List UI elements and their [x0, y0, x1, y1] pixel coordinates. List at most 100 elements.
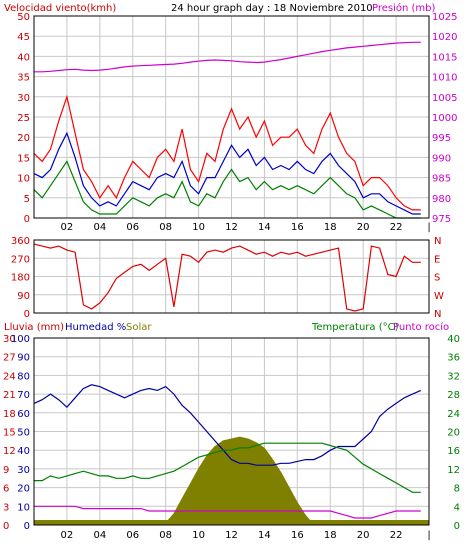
rain-series-area: [34, 520, 429, 525]
pressure-ytick-8: 1015: [432, 52, 457, 63]
humidity-ytick-8: 80: [17, 371, 30, 382]
dewpoint-series-line: [34, 505, 421, 519]
temperature-ytick-3: 12: [447, 465, 460, 476]
wind-ytick-10: 50: [17, 12, 30, 23]
pressure-ytick-5: 1000: [432, 113, 457, 124]
rain-ylabel: Lluvia (mm): [4, 322, 64, 333]
humidity-xtick-2: 06: [126, 530, 139, 541]
humidity-ytick-4: 40: [17, 446, 30, 457]
pressure-ytick-7: 1010: [432, 73, 457, 84]
wind-xtick-4: 10: [192, 222, 205, 233]
wind-ytick-4: 20: [17, 133, 30, 144]
humidity-xtick-10: 22: [390, 530, 403, 541]
temperature-ytick-8: 32: [447, 371, 460, 382]
rain-ytick-0: 0: [3, 521, 9, 532]
pressure-ytick-6: 1005: [432, 93, 457, 104]
wind-ytick-8: 40: [17, 52, 30, 63]
wind-y2label: Presión (mb): [372, 2, 436, 14]
temperature-ytick-2: 8: [454, 484, 460, 495]
rain-ytick-4: 12: [3, 446, 16, 457]
wind-xtick-10: 22: [390, 222, 403, 233]
temperature-series-line: [34, 442, 421, 493]
rain-ytick-1: 3: [3, 502, 9, 513]
dewpoint-ylabel: Punto rocío: [393, 321, 449, 333]
wind-xtick-6: 14: [258, 222, 271, 233]
temperature-ytick-6: 24: [447, 409, 460, 420]
temperature-ylabel: Temperatura (°C): [311, 322, 399, 333]
wind-xtick-2: 06: [126, 222, 139, 233]
pressure-series-line: [34, 41, 421, 73]
wind-xtick-9: 20: [357, 222, 370, 233]
wind-xtick-0: 02: [61, 222, 74, 233]
wind-ytick-1: 5: [24, 194, 30, 205]
humidity-xtick-0: 02: [61, 530, 74, 541]
humidity-xtick-4: 10: [192, 530, 205, 541]
rain-ytick-3: 9: [3, 465, 9, 476]
rain-ytick-5: 15: [3, 428, 16, 439]
pressure-ytick-1: 980: [432, 194, 451, 205]
wind-xtick-8: 18: [324, 222, 337, 233]
wind-ytick-5: 25: [17, 113, 30, 124]
humidity-ytick-7: 70: [17, 390, 30, 401]
humidity-series-line: [33, 384, 422, 466]
direction-ytick-1: 90: [17, 291, 30, 302]
wind-avg-series-line: [33, 131, 421, 215]
humidity-ytick-6: 60: [17, 409, 30, 420]
wind-xtick-1: 04: [93, 222, 106, 233]
wind-ytick-3: 15: [17, 153, 30, 164]
humidity-xtick-3: 08: [159, 530, 172, 541]
wind-ytick-0: 0: [24, 214, 30, 225]
temperature-ytick-1: 4: [454, 502, 460, 513]
solar-ylabel: Solar: [126, 322, 152, 333]
wind-xtick-5: 12: [225, 222, 238, 233]
humidity-frame: [33, 337, 430, 526]
temperature-ytick-4: 16: [447, 446, 460, 457]
humidity-xtick-6: 14: [258, 530, 271, 541]
graph-title: 24 hour graph day : 18 Noviembre 2010: [171, 3, 373, 14]
humidity-xtick-11: |: [427, 530, 430, 541]
direction-ytick-4: 360: [11, 236, 30, 247]
wind-xtick-7: 16: [291, 222, 304, 233]
pressure-ytick-9: 1020: [432, 32, 457, 43]
humidity-ytick-10: 100: [11, 334, 30, 345]
temperature-ytick-7: 28: [447, 390, 460, 401]
wind-ytick-6: 30: [17, 93, 30, 104]
compass-tick-1: W: [434, 291, 444, 302]
humidity-ytick-3: 30: [17, 465, 30, 476]
humidity-ytick-1: 10: [17, 502, 30, 513]
pressure-ytick-3: 990: [432, 153, 451, 164]
rain-ytick-7: 21: [3, 390, 16, 401]
humidity-temperature-chart: 0369121518212427300102030405060708090100…: [3, 334, 460, 541]
direction-ytick-2: 180: [11, 273, 30, 284]
humidity-xtick-8: 18: [324, 530, 337, 541]
wind-ytick-9: 45: [17, 32, 30, 43]
compass-tick-2: S: [434, 273, 440, 284]
wind-min-series-line: [33, 160, 421, 219]
wind-ylabel: Velocidad viento(kmh): [4, 3, 116, 14]
rain-ytick-6: 18: [3, 409, 16, 420]
humidity-ytick-2: 20: [17, 484, 30, 495]
temperature-ytick-9: 36: [447, 353, 460, 364]
wind-ytick-2: 10: [17, 174, 30, 185]
direction-ytick-3: 270: [11, 254, 30, 265]
humidity-xtick-9: 20: [357, 530, 370, 541]
humidity-ytick-0: 0: [24, 521, 30, 532]
rain-ytick-10: 30: [3, 334, 16, 345]
pressure-ytick-0: 975: [432, 214, 451, 225]
pressure-ytick-10: 1025: [432, 12, 457, 23]
humidity-xtick-5: 12: [225, 530, 238, 541]
wind-chart: 0510152025303540455097598098599099510001…: [17, 12, 457, 233]
pressure-ytick-2: 985: [432, 174, 451, 185]
direction-ytick-0: 0: [24, 309, 30, 320]
humidity-xtick-7: 16: [291, 530, 304, 541]
compass-tick-4: N: [434, 236, 441, 247]
compass-tick-3: E: [434, 254, 440, 265]
compass-tick-0: N: [434, 309, 441, 320]
wind-gust-series-line: [33, 94, 421, 211]
wind-xtick-11: |: [427, 222, 430, 233]
rain-ytick-8: 24: [3, 371, 16, 382]
direction-series-line: [33, 243, 421, 312]
rain-ytick-2: 6: [3, 484, 9, 495]
humidity-ylabel: Humedad %: [65, 322, 126, 333]
